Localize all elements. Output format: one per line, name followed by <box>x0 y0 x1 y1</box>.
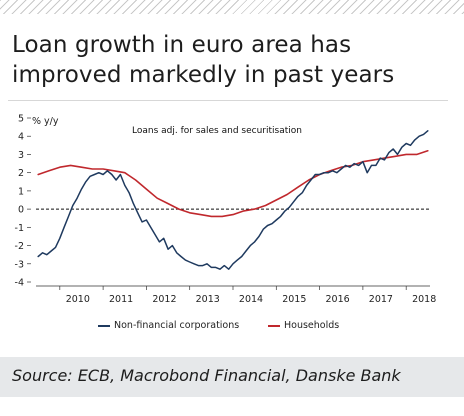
title-line-2: improved markedly in past years <box>12 62 395 88</box>
x-tick-label: 2015 <box>282 294 306 305</box>
x-tick-label: 2012 <box>152 294 176 305</box>
line-chart: -4 -3 -2 -1 0 1 2 3 4 5 2010 2011 2012 2013 2014 2015 20… <box>15 114 437 306</box>
y-tick-label: 1 <box>18 186 24 197</box>
x-tick-label: 2017 <box>369 294 393 305</box>
legend-item-households: Households <box>268 320 339 331</box>
y-tick-label: -3 <box>15 259 24 270</box>
series-line-households <box>37 150 429 218</box>
legend-label-households: Households <box>284 320 340 331</box>
y-axis-unit-label: % y/y <box>32 116 59 127</box>
y-tick-label: -4 <box>15 278 24 289</box>
x-tick-label: 2014 <box>239 294 263 305</box>
chart-panel <box>8 100 448 356</box>
series-line-nfc <box>37 130 429 270</box>
source-bar <box>0 357 464 397</box>
legend-swatch-households <box>268 324 280 327</box>
x-tick-label: 2016 <box>325 294 349 305</box>
y-tick-label: -1 <box>15 223 24 234</box>
chart-annotation: Loans adj. for sales and securitisation <box>132 126 302 136</box>
x-tick-label: 2013 <box>196 294 220 305</box>
legend: Non-financial corporations Households <box>0 320 464 336</box>
x-tick-label: 2018 <box>412 294 436 305</box>
y-tick-label: 0 <box>18 205 24 216</box>
source-note: Source: ECB, Macrobond Financial, Danske… <box>12 366 401 385</box>
y-tick-label: 5 <box>18 114 24 125</box>
x-tick-label: 2010 <box>66 294 90 305</box>
top-hatch-rule <box>0 0 464 14</box>
legend-label-nfc: Non-financial corporations <box>114 320 240 331</box>
title-line-1: Loan growth in euro area has <box>12 32 352 58</box>
legend-item-nfc: Non-financial corporations <box>98 320 239 331</box>
y-tick-label: 2 <box>18 168 24 179</box>
legend-swatch-nfc <box>98 324 110 327</box>
y-tick-label: 3 <box>18 150 24 161</box>
chart-title: Loan growth in euro area has improved ma… <box>12 30 452 90</box>
y-tick-label: -2 <box>15 241 24 252</box>
x-tick-label: 2011 <box>109 294 133 305</box>
y-tick-label: 4 <box>18 132 24 143</box>
